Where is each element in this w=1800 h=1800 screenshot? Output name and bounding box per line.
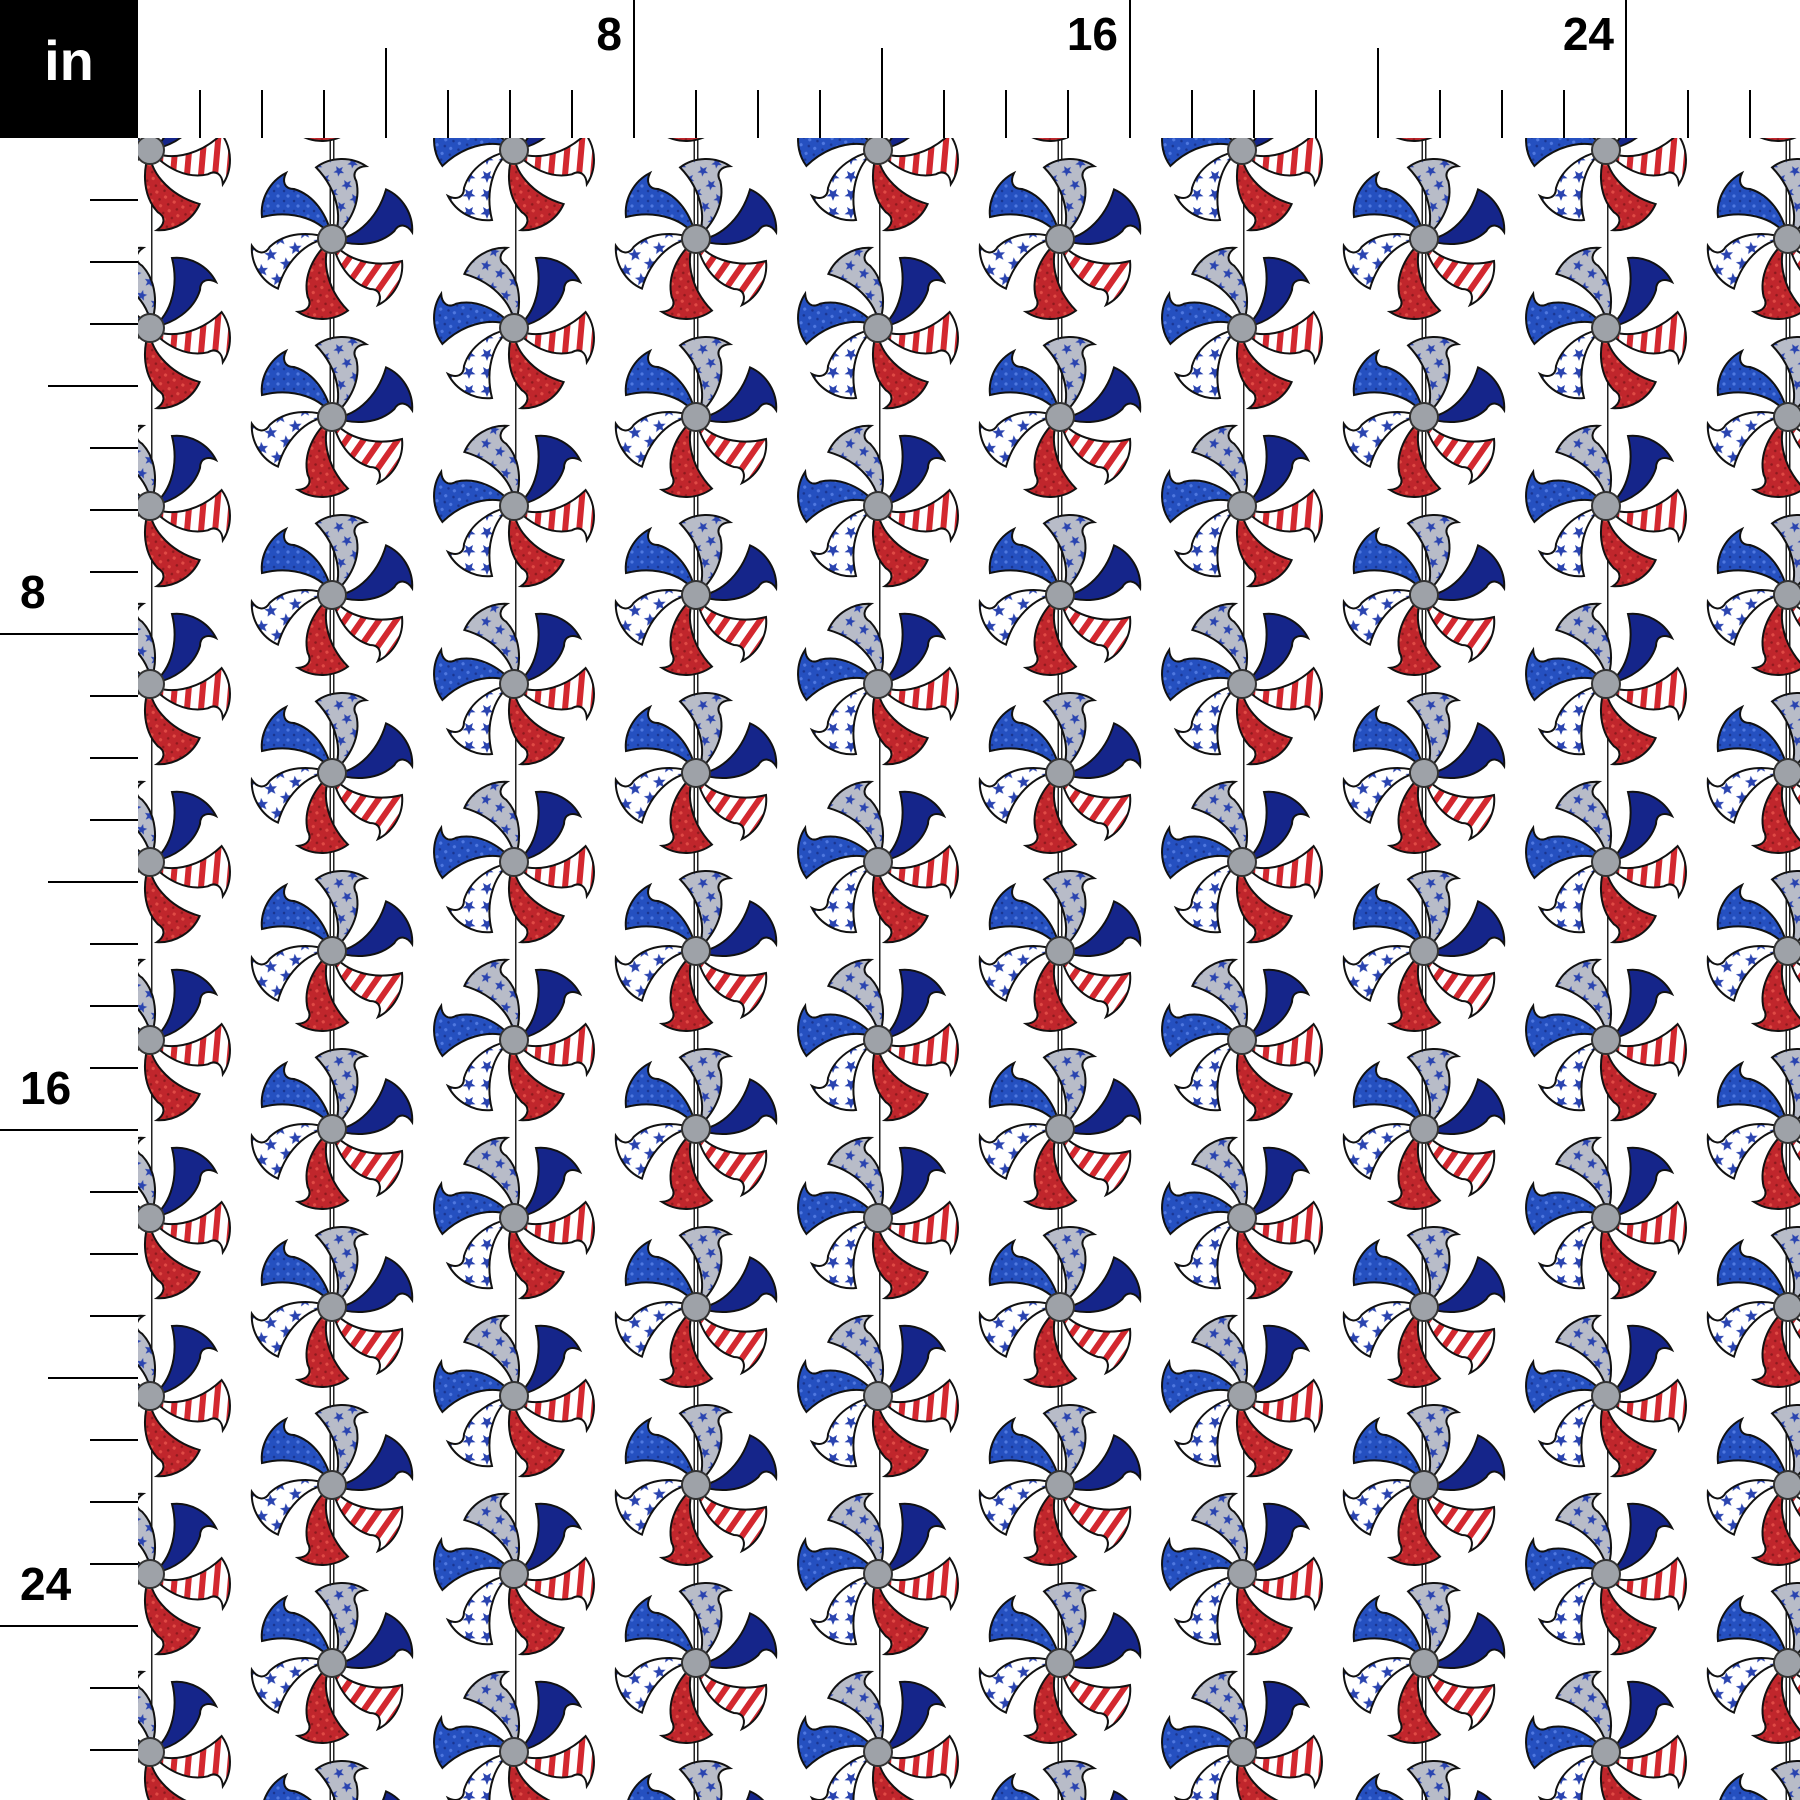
top-ruler-label: 8 (596, 8, 622, 60)
fabric-print (138, 138, 1800, 1800)
rulers (0, 0, 1751, 1751)
left-ruler-label: 16 (20, 1062, 71, 1114)
left-ruler-label: 24 (20, 1558, 72, 1610)
unit-label: in (44, 29, 94, 92)
left-ruler-label: 8 (20, 566, 46, 618)
unit-box (0, 0, 138, 138)
top-ruler-label: 16 (1067, 8, 1118, 60)
top-ruler-label: 24 (1563, 8, 1615, 60)
